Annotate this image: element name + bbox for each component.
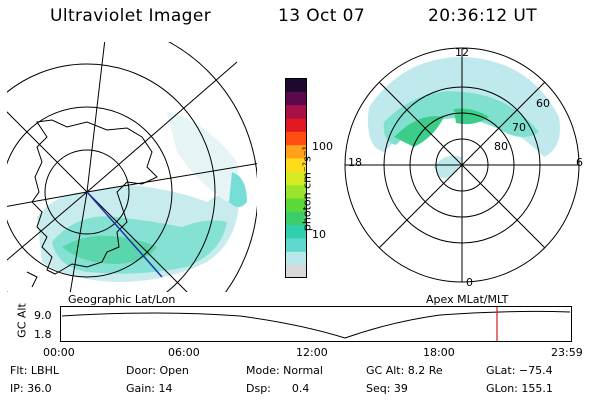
timeline-x-tick-0: 00:00 <box>43 346 75 359</box>
gc-alt-field: GC Alt: 8.2 Re <box>366 364 443 377</box>
timeline-x-tick-1: 06:00 <box>168 346 200 359</box>
colorbar-tick-10: 10 <box>312 228 326 241</box>
colorbar-band <box>285 251 307 266</box>
gain-field: Gain: 14 <box>126 382 173 395</box>
mlt-label-left: 18 <box>348 156 362 169</box>
colorbar-unit-label: photon cm⁻²s⁻¹ <box>300 145 314 232</box>
mlt-label-bottom: 0 <box>466 276 473 289</box>
aurora-oval <box>368 57 560 178</box>
glon-field: GLon: 155.1 <box>486 382 553 395</box>
geographic-map <box>7 42 257 292</box>
colorbar-band <box>285 131 307 146</box>
aurora-emission <box>37 112 247 282</box>
instrument-title: Ultraviolet Imager <box>50 6 212 26</box>
colorbar-band <box>285 211 307 226</box>
colorbar-band <box>285 264 307 278</box>
left-panel-caption: Geographic Lat/Lon <box>68 293 176 306</box>
date-label: 13 Oct 07 <box>278 6 366 26</box>
colorbar-band <box>285 104 307 119</box>
colorbar-band <box>285 238 307 252</box>
timeline-y-tick-0: 9.0 <box>34 309 52 322</box>
colorbar-band <box>285 171 307 186</box>
timeline-y-tick-1: 1.8 <box>34 328 52 341</box>
timeline-x-tick-4: 23:59 <box>551 346 583 359</box>
mlt-label-right: 6 <box>576 156 583 169</box>
colorbar-band <box>285 158 307 172</box>
color-scale-bar <box>285 78 307 278</box>
mlat-label-70: 70 <box>512 121 526 134</box>
altitude-timeline <box>60 306 572 342</box>
colorbar-band <box>285 224 307 239</box>
colorbar-band <box>285 198 307 212</box>
mlt-label-top: 12 <box>455 46 469 59</box>
timeline-axis-label: GC Alt <box>15 303 29 338</box>
mlat-label-60: 60 <box>536 97 550 110</box>
colorbar-band <box>285 78 307 92</box>
coastline <box>31 119 158 275</box>
seq-field: Seq: 39 <box>366 382 408 395</box>
door-field: Door: Open <box>126 364 189 377</box>
colorbar-band <box>285 91 307 106</box>
timeline-x-tick-2: 12:00 <box>296 346 328 359</box>
colorbar-band <box>285 144 307 159</box>
mode-field: Mode: Normal <box>246 364 323 377</box>
ip-field: IP: 36.0 <box>10 382 52 395</box>
filter-field: Flt: LBHL <box>10 364 59 377</box>
mlat-label-80: 80 <box>494 140 508 153</box>
time-label: 20:36:12 UT <box>428 6 537 26</box>
dsp-field: Dsp: 0.4 <box>246 382 310 395</box>
colorbar-band <box>285 184 307 199</box>
colorbar-tick-100: 100 <box>312 140 333 153</box>
colorbar-band <box>285 118 307 132</box>
glat-field: GLat: −75.4 <box>486 364 553 377</box>
magnetic-map <box>344 47 580 283</box>
timeline-x-tick-3: 18:00 <box>423 346 455 359</box>
right-panel-caption: Apex MLat/MLT <box>426 293 509 306</box>
